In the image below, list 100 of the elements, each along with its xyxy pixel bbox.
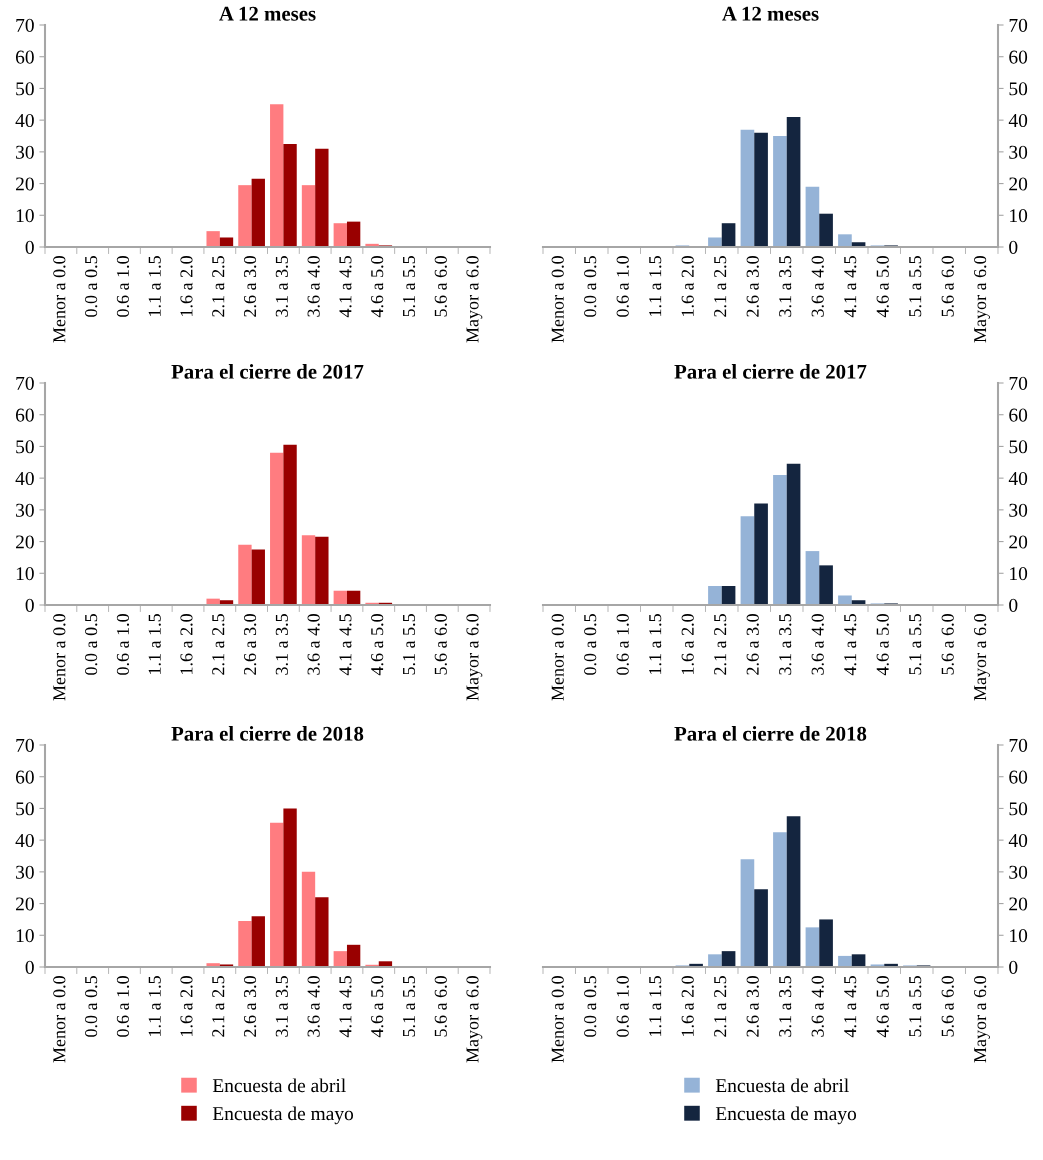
x-tick-label: 2.1 a 2.5 [714, 614, 727, 675]
y-tick-label: 60 [15, 408, 34, 422]
x-tick-label: 5.1 a 5.5 [402, 976, 416, 1037]
x-tick-label: Mayor a 6.0 [974, 976, 990, 1063]
x-tick-label: Mayor a 6.0 [974, 256, 990, 343]
x-tick-label: Mayor a 6.0 [974, 614, 990, 701]
y-tick-label: 40 [1008, 471, 1028, 486]
x-tick-label: 3.1 a 3.5 [275, 256, 288, 317]
y-tick-label: 20 [15, 177, 34, 191]
y-tick-label: 40 [15, 833, 34, 848]
x-tick-label: 1.1 a 1.5 [148, 256, 161, 316]
y-tick-label: 50 [16, 440, 34, 454]
x-tick-label: 1.6 a 2.0 [681, 256, 694, 316]
x-tick-label: 3.6 a 4.0 [307, 614, 320, 675]
y-tick-label: 10 [16, 209, 34, 223]
x-tick-label: 0.6 a 1.0 [116, 614, 130, 675]
x-tick-label: Menor a 0.0 [551, 256, 564, 343]
y-tick-label: 10 [16, 567, 34, 581]
x-tick-label: Menor a 0.0 [53, 256, 66, 343]
x-tick-label: 4.1 a 4.5 [844, 256, 857, 318]
y-tick-label: 30 [1009, 865, 1028, 879]
x-tick-label: 5.1 a 5.5 [909, 256, 922, 317]
x-tick-label: 2.1 a 2.5 [714, 976, 727, 1037]
y-tick-label: 20 [1009, 897, 1028, 911]
x-tick-label: Mayor a 6.0 [466, 976, 483, 1063]
y-tick-label: 30 [1009, 145, 1028, 159]
x-tick-label: 4.1 a 4.5 [844, 976, 857, 1038]
x-tick-label: 2.6 a 3.0 [746, 256, 759, 317]
x-tick-label: 5.6 a 6.0 [941, 614, 954, 675]
x-tick-label: 1.1 a 1.5 [148, 614, 161, 674]
y-tick-label: 30 [16, 503, 34, 517]
x-tick-label: 0.6 a 1.0 [616, 256, 629, 317]
x-tick-label: 3.1 a 3.5 [779, 256, 792, 317]
x-tick-label: 2.6 a 3.0 [746, 614, 759, 675]
x-tick-label: Menor a 0.0 [53, 976, 66, 1063]
x-tick-label: Menor a 0.0 [551, 614, 564, 701]
x-tick-label: 4.6 a 5.0 [876, 614, 889, 676]
x-tick-label: 0.6 a 1.0 [116, 976, 130, 1037]
x-tick-label: 1.6 a 2.0 [681, 614, 694, 674]
y-tick-label: 60 [1009, 408, 1028, 422]
y-tick-label: 0 [1009, 240, 1018, 254]
x-tick-label: 1.6 a 2.0 [180, 614, 193, 674]
x-tick-label: 2.6 a 3.0 [243, 976, 257, 1037]
x-tick-label: 5.6 a 6.0 [434, 976, 447, 1037]
x-tick-label: 4.6 a 5.0 [876, 256, 889, 318]
x-tick-label: 2.1 a 2.5 [212, 614, 225, 675]
x-tick-label: 0.0 a 0.5 [85, 614, 98, 675]
x-tick-label: 0.0 a 0.5 [584, 614, 597, 675]
legend-label: Encuesta de abril [212, 1078, 346, 1093]
x-tick-label: 2.6 a 3.0 [243, 614, 257, 675]
x-tick-label: 5.6 a 6.0 [434, 256, 447, 317]
x-tick-label: 4.6 a 5.0 [371, 614, 384, 676]
x-tick-label: 3.1 a 3.5 [779, 614, 792, 675]
x-tick-label: 1.6 a 2.0 [681, 976, 694, 1036]
x-tick-label: 5.6 a 6.0 [941, 256, 954, 317]
x-tick-label: 3.1 a 3.5 [275, 976, 288, 1037]
x-tick-label: 0.6 a 1.0 [616, 976, 629, 1037]
y-tick-label: 0 [25, 598, 34, 612]
x-tick-label: 5.1 a 5.5 [909, 976, 922, 1037]
y-tick-label: 20 [15, 535, 34, 549]
x-tick-label: 0.0 a 0.5 [584, 976, 597, 1037]
x-tick-label: 5.6 a 6.0 [941, 976, 954, 1037]
x-tick-label: 5.1 a 5.5 [402, 256, 416, 317]
y-tick-label: 20 [1009, 535, 1028, 549]
x-tick-label: 1.6 a 2.0 [180, 256, 193, 316]
x-tick-label: Mayor a 6.0 [466, 256, 483, 343]
y-tick-label: 60 [1009, 50, 1028, 64]
y-tick-label: 70 [16, 738, 34, 752]
chart-title: Para el cierre de 2018 [171, 726, 364, 741]
y-tick-label: 0 [1009, 598, 1018, 612]
x-tick-label: Menor a 0.0 [53, 614, 66, 701]
y-tick-label: 50 [16, 802, 34, 816]
x-tick-label: 4.6 a 5.0 [876, 976, 889, 1038]
y-tick-label: 30 [1009, 503, 1028, 517]
y-tick-label: 30 [16, 865, 34, 879]
x-tick-label: Mayor a 6.0 [466, 614, 483, 701]
x-tick-label: 3.6 a 4.0 [811, 614, 824, 675]
legend-label: Encuesta de mayo [715, 1106, 857, 1125]
x-tick-label: 1.1 a 1.5 [649, 976, 662, 1036]
y-tick-label: 40 [15, 471, 34, 486]
x-tick-label: 1.1 a 1.5 [649, 256, 662, 316]
y-tick-label: 60 [1009, 770, 1028, 784]
y-tick-label: 40 [15, 113, 34, 128]
x-tick-label: 0.6 a 1.0 [116, 256, 130, 317]
x-tick-label: 3.6 a 4.0 [811, 976, 824, 1037]
y-tick-label: 0 [25, 960, 34, 974]
x-tick-label: 1.6 a 2.0 [180, 976, 193, 1036]
y-tick-label: 30 [16, 145, 34, 159]
chart-title: Para el cierre de 2017 [674, 364, 867, 379]
x-tick-label: 3.1 a 3.5 [275, 614, 288, 675]
x-tick-label: 3.1 a 3.5 [779, 976, 792, 1037]
y-tick-label: 10 [1010, 209, 1028, 223]
chart-title: Para el cierre de 2018 [674, 726, 867, 741]
y-tick-label: 70 [16, 376, 34, 390]
y-tick-label: 50 [1009, 440, 1028, 454]
x-tick-label: Menor a 0.0 [551, 976, 564, 1063]
y-tick-label: 70 [1009, 376, 1028, 390]
y-tick-label: 20 [1009, 177, 1028, 191]
y-tick-label: 20 [15, 897, 34, 911]
x-tick-label: 0.0 a 0.5 [584, 256, 597, 317]
